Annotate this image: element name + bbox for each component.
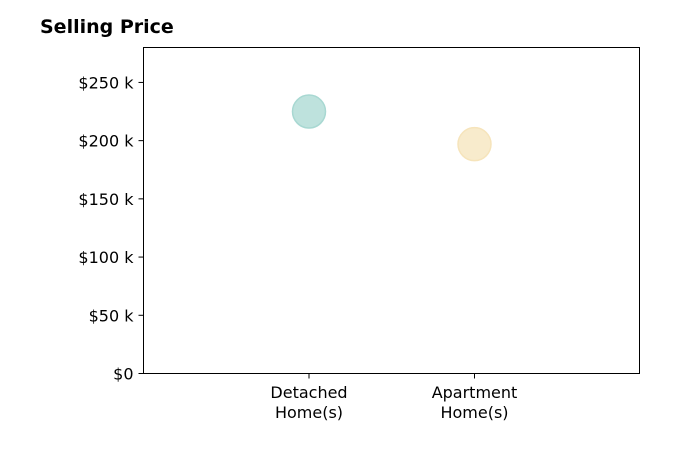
y-tick-label: $250 k [78,73,134,92]
y-tick-label: $200 k [78,132,134,151]
x-tick-label: Home(s) [440,403,508,422]
y-axis: $0 $50 k $100 k $150 k $200 k $250 k [78,73,144,384]
data-point [291,94,327,129]
y-tick-label: $50 k [89,306,135,325]
data-point [457,126,492,162]
chart-title: Selling Price [40,16,174,38]
x-tick-label: Apartment [432,383,518,402]
plot-marks [291,94,492,162]
y-tick-label: $0 [113,365,133,384]
y-tick-label: $150 k [78,190,134,209]
plot-frame [143,47,640,374]
y-tick-label: $100 k [78,248,134,267]
x-tick-label: Detached [270,383,347,402]
x-tick-label: Home(s) [275,403,343,422]
